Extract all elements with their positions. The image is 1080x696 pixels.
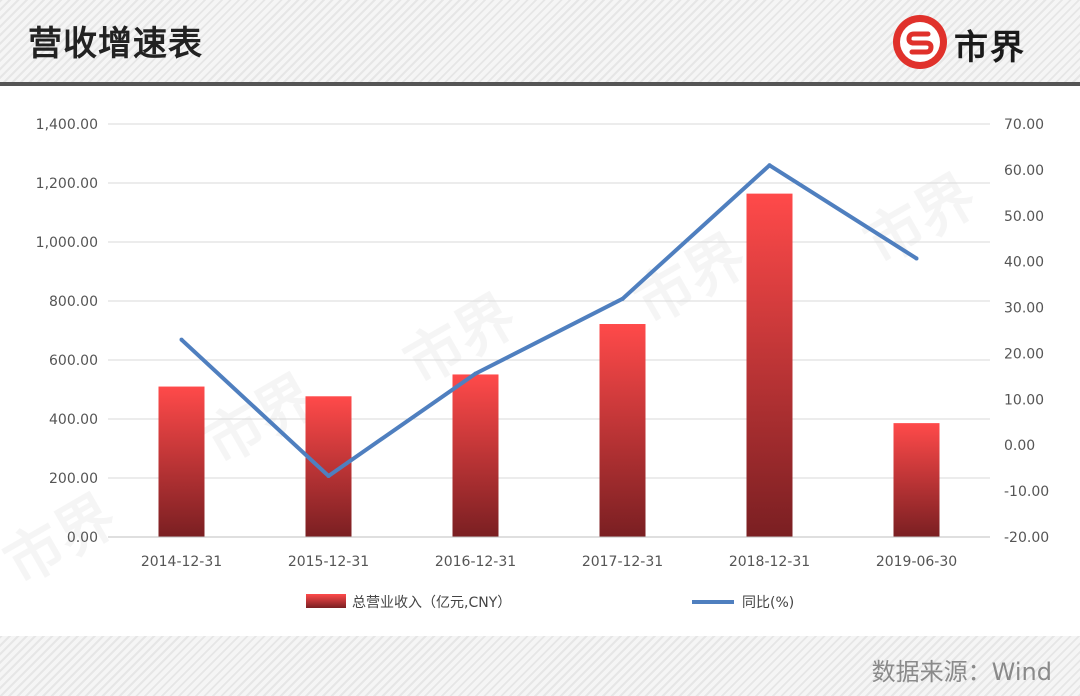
yoy-point <box>473 371 478 376</box>
right-axis-tick-label: 60.00 <box>1004 163 1044 179</box>
legend-swatch-bar <box>306 594 346 608</box>
watermark-text: 市界 <box>0 481 127 598</box>
right-axis-tick-label: -20.00 <box>1004 530 1049 546</box>
left-axis-tick-label: 1,400.00 <box>36 117 98 133</box>
footer-bar: 数据来源：Wind <box>0 636 1080 696</box>
yoy-line <box>180 163 918 478</box>
x-axis-tick-label: 2017-12-31 <box>582 554 663 570</box>
bar <box>158 386 205 537</box>
header-divider <box>0 82 1080 86</box>
yoy-point <box>914 256 919 261</box>
page-title: 营收增速表 <box>28 24 203 64</box>
left-axis-tick-label: 0.00 <box>67 530 98 546</box>
right-axis-tick-label: 70.00 <box>1004 117 1044 133</box>
right-axis-tick-label: 30.00 <box>1004 301 1044 317</box>
yoy-point <box>179 337 184 342</box>
yoy-point <box>767 163 772 168</box>
x-axis-tick-label: 2019-06-30 <box>876 554 957 570</box>
grid-layer <box>108 123 990 538</box>
right-axis-tick-label: 50.00 <box>1004 209 1044 225</box>
yoy-point <box>326 473 331 478</box>
brand-logo: 市界 <box>892 14 1062 70</box>
right-axis-tick-label: 10.00 <box>1004 392 1044 408</box>
x-axis-tick-label: 2015-12-31 <box>288 554 369 570</box>
right-axis-tick-label: -10.00 <box>1004 484 1049 500</box>
x-axis-tick-label: 2018-12-31 <box>729 554 810 570</box>
chart-area: 市界市界市界市界市界 0.00200.00400.00600.00800.001… <box>0 86 1080 636</box>
bar <box>746 193 793 537</box>
left-axis-tick-label: 800.00 <box>49 294 98 310</box>
legend-label-revenue: 总营业收入（亿元,CNY） <box>352 595 511 611</box>
bar <box>893 423 940 537</box>
legend-label-yoy: 同比(%) <box>742 595 794 611</box>
legend: 总营业收入（亿元,CNY） 同比(%) <box>306 594 794 611</box>
right-axis-tick-label: 20.00 <box>1004 346 1044 362</box>
left-axis-tick-label: 200.00 <box>49 471 98 487</box>
axis-layer: 0.00 200.00 400.00 600.00 800.00 1,000.00 1,20… <box>36 117 1049 570</box>
x-axis-tick-label: 2016-12-31 <box>435 554 516 570</box>
right-axis-tick-label: 40.00 <box>1004 255 1044 271</box>
left-axis-tick-label: 400.00 <box>49 412 98 428</box>
line-layer <box>179 163 919 478</box>
left-axis-tick-label: 1,000.00 <box>36 235 98 251</box>
left-axis-tick-label: 600.00 <box>49 353 98 369</box>
combo-chart: 市界市界市界市界市界 0.00200.00400.00600.00800.001… <box>0 117 1049 611</box>
watermark-text: 市界 <box>853 161 987 278</box>
x-axis-tick-label: 2014-12-31 <box>141 554 222 570</box>
right-axis-tick-label: 0.00 <box>1004 438 1035 454</box>
bar <box>599 324 646 537</box>
header-bar: 营收增速表 市界 <box>0 0 1080 82</box>
logo-mark-icon <box>893 15 947 69</box>
bar-layer <box>158 193 940 537</box>
data-source-note: 数据来源：Wind <box>871 658 1052 686</box>
bar <box>452 374 499 537</box>
left-axis-tick-label: 1,200.00 <box>36 176 98 192</box>
logo-text: 市界 <box>954 28 1026 68</box>
yoy-point <box>620 296 625 301</box>
